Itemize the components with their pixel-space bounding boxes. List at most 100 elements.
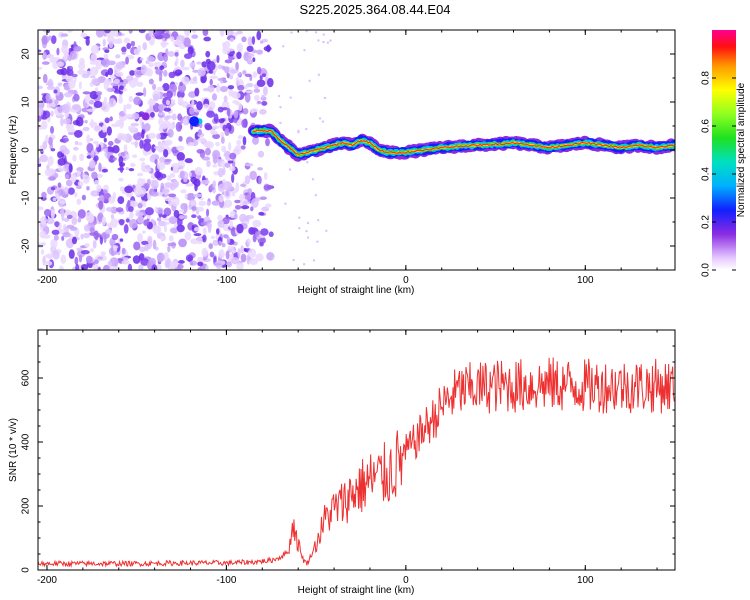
- noise-point: [54, 221, 60, 227]
- noise-point: [156, 226, 160, 235]
- noise-point: [171, 113, 177, 121]
- noise-point: [145, 207, 154, 216]
- noise-point: [191, 34, 199, 39]
- noise-point: [108, 196, 115, 204]
- noise-point: [42, 141, 48, 150]
- noise-point: [112, 157, 117, 161]
- noise-point: [215, 83, 221, 93]
- noise-point: [57, 182, 62, 189]
- noise-point: [225, 190, 230, 197]
- noise-point: [61, 44, 68, 54]
- noise-point: [204, 122, 212, 130]
- noise-point: [108, 155, 116, 163]
- noise-point: [175, 121, 183, 132]
- noise-point: [198, 200, 207, 207]
- noise-point: [176, 152, 185, 162]
- noise-point: [40, 249, 45, 255]
- noise-point: [240, 183, 246, 187]
- noise-point: [91, 78, 100, 86]
- noise-point: [252, 71, 258, 79]
- noise-point: [279, 121, 282, 125]
- noise-point: [184, 193, 188, 200]
- y-tick-label: 200: [21, 497, 32, 514]
- noise-point: [141, 129, 145, 139]
- noise-point: [187, 46, 194, 55]
- noise-point: [258, 211, 265, 216]
- noise-point: [257, 150, 265, 158]
- noise-point: [82, 91, 91, 95]
- noise-point: [45, 134, 49, 144]
- noise-point: [217, 167, 224, 178]
- noise-point: [237, 84, 245, 91]
- noise-point: [242, 70, 247, 75]
- noise-point: [116, 38, 123, 45]
- noise-point: [121, 259, 130, 265]
- noise-point: [126, 75, 134, 82]
- noise-point: [317, 73, 321, 77]
- noise-point: [306, 236, 310, 239]
- noise-point: [261, 38, 268, 43]
- noise-point: [116, 64, 126, 69]
- noise-point: [255, 231, 259, 238]
- frequency-ridge: [141, 112, 675, 162]
- noise-point: [134, 183, 143, 188]
- noise-point: [191, 225, 195, 230]
- noise-point: [192, 76, 198, 83]
- noise-point: [223, 153, 231, 157]
- noise-point: [238, 103, 243, 112]
- noise-point: [194, 87, 200, 97]
- noise-point: [303, 48, 306, 52]
- noise-point: [184, 158, 193, 164]
- noise-point: [220, 136, 225, 144]
- noise-point: [65, 123, 74, 130]
- noise-point: [41, 36, 48, 45]
- noise-point: [208, 243, 214, 250]
- noise-point: [211, 200, 221, 206]
- noise-point: [191, 30, 197, 34]
- noise-point: [174, 51, 179, 57]
- noise-point: [128, 30, 133, 34]
- noise-point: [58, 228, 66, 235]
- noise-point: [125, 166, 129, 171]
- noise-point: [58, 188, 65, 197]
- noise-point: [95, 59, 103, 70]
- noise-point: [325, 229, 328, 233]
- noise-point: [224, 59, 233, 64]
- noise-point: [89, 138, 94, 142]
- noise-point: [103, 53, 109, 60]
- noise-point: [113, 244, 118, 252]
- noise-point: [148, 30, 153, 38]
- noise-point: [179, 170, 185, 179]
- noise-point: [57, 158, 66, 166]
- noise-point: [257, 100, 262, 104]
- noise-point: [247, 248, 257, 258]
- noise-point: [222, 181, 232, 191]
- noise-point: [45, 93, 51, 102]
- noise-point: [144, 164, 151, 169]
- noise-point: [52, 250, 60, 260]
- noise-point: [193, 233, 202, 237]
- y-tick-label: 0: [21, 567, 32, 573]
- noise-point: [123, 223, 129, 234]
- noise-point: [265, 137, 270, 147]
- noise-point: [73, 93, 80, 102]
- noise-point: [207, 85, 215, 93]
- noise-point: [209, 75, 219, 80]
- noise-point: [65, 238, 74, 249]
- noise-point: [211, 130, 219, 135]
- noise-point: [56, 69, 65, 75]
- noise-point: [118, 96, 123, 104]
- noise-point: [209, 78, 213, 86]
- noise-point: [86, 108, 95, 112]
- noise-point: [116, 132, 126, 141]
- noise-point: [54, 99, 59, 105]
- noise-point: [189, 80, 199, 85]
- noise-point: [80, 250, 90, 255]
- noise-point: [197, 261, 204, 267]
- noise-point: [193, 193, 203, 198]
- noise-point: [197, 137, 207, 142]
- noise-point: [76, 198, 82, 205]
- noise-point: [50, 209, 55, 219]
- noise-point: [84, 242, 90, 248]
- y-tick-label: -10: [21, 190, 32, 205]
